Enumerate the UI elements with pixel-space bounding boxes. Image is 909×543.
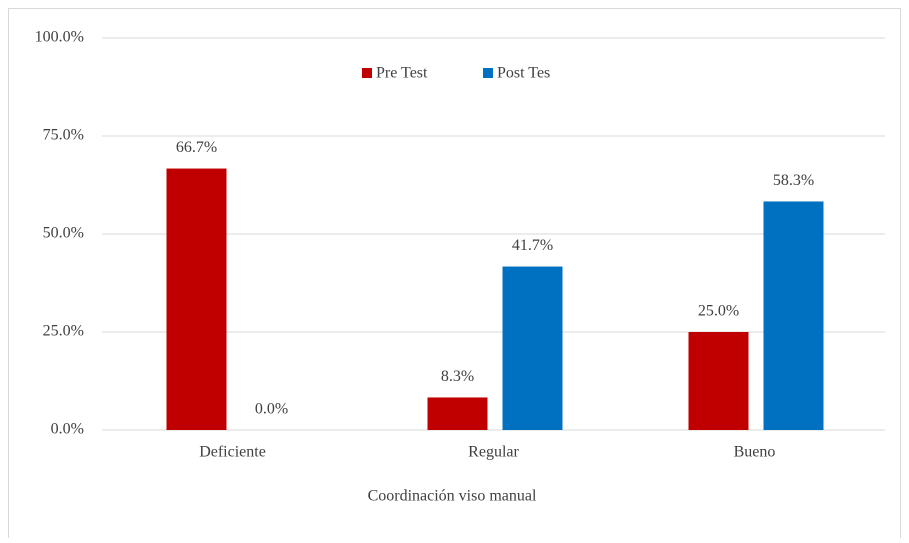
data-label: 66.7% — [176, 139, 217, 156]
x-axis-label: Coordinación viso manual — [368, 488, 537, 505]
bar — [688, 332, 749, 430]
data-label: 25.0% — [698, 303, 739, 320]
bar — [763, 201, 824, 430]
y-tick-label: 75.0% — [43, 127, 84, 144]
x-tick-label: Bueno — [734, 444, 776, 461]
legend-label: Pre Test — [376, 65, 428, 82]
legend-swatch — [483, 68, 493, 78]
legend-label: Post Tes — [497, 65, 550, 82]
bar — [166, 168, 227, 430]
y-tick-label: 25.0% — [43, 323, 84, 340]
chart-border — [8, 8, 901, 543]
data-label: 41.7% — [512, 237, 553, 254]
x-tick-label: Deficiente — [199, 444, 266, 461]
bar — [427, 397, 488, 430]
data-label: 0.0% — [255, 401, 288, 418]
y-tick-label: 100.0% — [35, 29, 84, 46]
x-tick-label: Regular — [468, 444, 519, 461]
data-label: 8.3% — [441, 368, 474, 385]
y-tick-label: 0.0% — [51, 421, 84, 438]
legend-swatch — [362, 68, 372, 78]
y-tick-label: 50.0% — [43, 225, 84, 242]
bar — [502, 266, 563, 430]
data-label: 58.3% — [773, 172, 814, 189]
